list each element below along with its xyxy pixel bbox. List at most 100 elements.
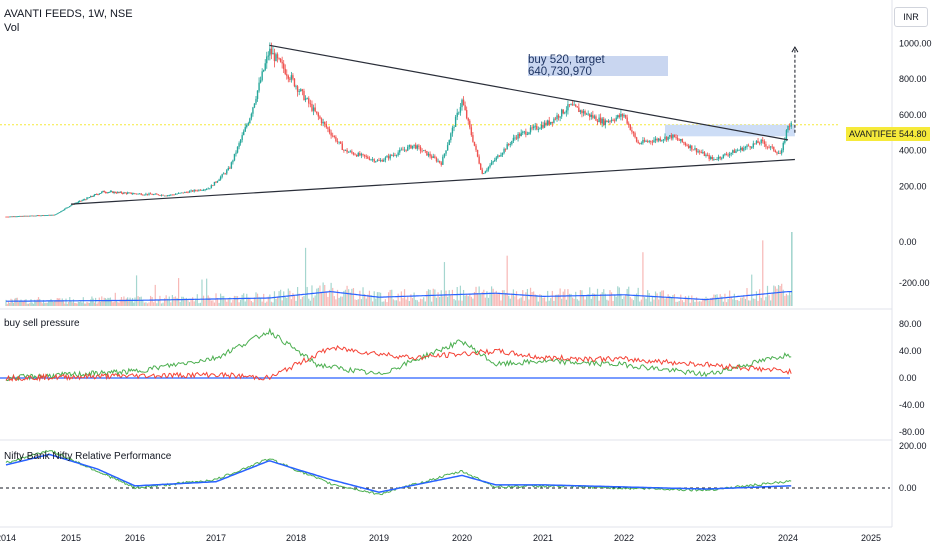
candle-body bbox=[579, 110, 582, 113]
candle-body bbox=[82, 199, 85, 201]
buy-sell-pressure-title[interactable]: buy sell pressure bbox=[4, 318, 80, 329]
volume-bar bbox=[437, 292, 439, 306]
candle-body bbox=[187, 192, 189, 193]
volume-bar bbox=[27, 303, 30, 306]
volume-indicator-label[interactable]: Vol bbox=[4, 22, 20, 34]
volume-bar bbox=[531, 292, 533, 306]
candle-body bbox=[320, 118, 323, 124]
volume-bar bbox=[129, 297, 131, 306]
volume-bar bbox=[501, 290, 504, 306]
volume-bar bbox=[232, 300, 234, 306]
candle-body bbox=[648, 140, 650, 142]
candle-body bbox=[162, 194, 164, 196]
candle-body bbox=[140, 193, 142, 195]
volume-bar bbox=[730, 296, 732, 306]
candle-body bbox=[61, 210, 63, 212]
volume-bar bbox=[36, 299, 38, 306]
grid-lines bbox=[0, 0, 893, 528]
volume-bar bbox=[67, 301, 70, 306]
candle-body bbox=[62, 209, 65, 211]
volume-bar bbox=[199, 302, 202, 306]
candle-body bbox=[201, 190, 203, 191]
volume-bar bbox=[17, 302, 20, 306]
volume-bar bbox=[405, 299, 407, 306]
volume-bar bbox=[429, 289, 431, 306]
volume-bar bbox=[143, 302, 145, 306]
volume-bar bbox=[128, 300, 130, 306]
volume-bar bbox=[159, 295, 161, 306]
candle-body bbox=[703, 152, 706, 157]
volume-bar bbox=[312, 297, 315, 306]
candle-body bbox=[676, 137, 679, 140]
candle-body bbox=[121, 193, 124, 194]
volume-bar bbox=[782, 289, 784, 306]
volume-bar bbox=[284, 296, 286, 306]
candle-body bbox=[504, 148, 507, 150]
volume-bar bbox=[624, 295, 627, 306]
volume-bar bbox=[386, 302, 388, 306]
volume-bar bbox=[165, 295, 167, 306]
candle-body bbox=[165, 195, 167, 197]
candle-body bbox=[695, 148, 698, 153]
volume-bar bbox=[719, 294, 721, 306]
candle-body bbox=[442, 156, 444, 165]
volume-bar bbox=[697, 301, 699, 306]
candle-body bbox=[518, 133, 521, 137]
candle-body bbox=[546, 120, 549, 125]
candle-body bbox=[451, 127, 454, 134]
symbol-title[interactable]: AVANTI FEEDS, 1W, NSE bbox=[4, 8, 133, 20]
candle-body bbox=[174, 194, 177, 195]
volume-bar bbox=[699, 301, 701, 306]
candle-body bbox=[335, 136, 337, 142]
candle-body bbox=[289, 78, 291, 80]
candle-body bbox=[12, 216, 15, 218]
volume-bar bbox=[779, 285, 781, 306]
candle-body bbox=[114, 191, 117, 193]
volume-bar bbox=[253, 297, 256, 306]
volume-bar bbox=[16, 297, 18, 306]
volume-bar bbox=[273, 291, 276, 306]
time-axis: 2014 2015 2016 2017 2018 2019 2020 2021 2022 2023… bbox=[0, 533, 881, 543]
volume-bar bbox=[311, 285, 313, 306]
candle-body bbox=[36, 215, 38, 217]
relative-performance-title[interactable]: Nifty Bank Nifty Relative Performance bbox=[4, 451, 172, 462]
candle-body bbox=[728, 153, 731, 156]
time-axis-label: 2023 bbox=[696, 533, 716, 543]
candle-body bbox=[112, 191, 114, 193]
candle-body bbox=[287, 75, 290, 79]
currency-button[interactable]: INR bbox=[894, 7, 928, 27]
volume-bar bbox=[590, 298, 592, 306]
volume-bar bbox=[571, 297, 574, 306]
candle-body bbox=[391, 154, 393, 156]
volume-bar bbox=[458, 300, 460, 306]
volume-bar bbox=[196, 294, 198, 306]
trade-annotation[interactable]: buy 520, target 640,730,970 bbox=[528, 54, 668, 78]
candle-body bbox=[386, 156, 388, 158]
volume-bar bbox=[221, 296, 223, 306]
volume-bar bbox=[582, 295, 585, 306]
candle-body bbox=[650, 140, 652, 142]
volume-bar bbox=[495, 290, 497, 306]
candle-body bbox=[324, 121, 326, 125]
candle-body bbox=[643, 140, 646, 142]
candle-body bbox=[545, 122, 547, 125]
candle-body bbox=[387, 156, 390, 159]
volume-bar bbox=[551, 290, 553, 306]
volume-bar bbox=[643, 297, 646, 306]
candle-body bbox=[330, 132, 332, 136]
candle-body bbox=[639, 143, 641, 145]
volume-bar bbox=[755, 291, 758, 306]
candle-body bbox=[378, 160, 380, 162]
volume-bar bbox=[240, 299, 242, 306]
candle-body bbox=[138, 193, 141, 195]
volume-bar bbox=[244, 301, 246, 306]
candle-body bbox=[484, 171, 487, 174]
volume-bar bbox=[167, 298, 169, 306]
volume-bar bbox=[557, 294, 560, 306]
candle-body bbox=[446, 145, 449, 151]
candle-body bbox=[59, 212, 61, 213]
volume-bar bbox=[79, 301, 81, 306]
candle-body bbox=[156, 193, 158, 195]
volume-bar bbox=[296, 287, 299, 306]
